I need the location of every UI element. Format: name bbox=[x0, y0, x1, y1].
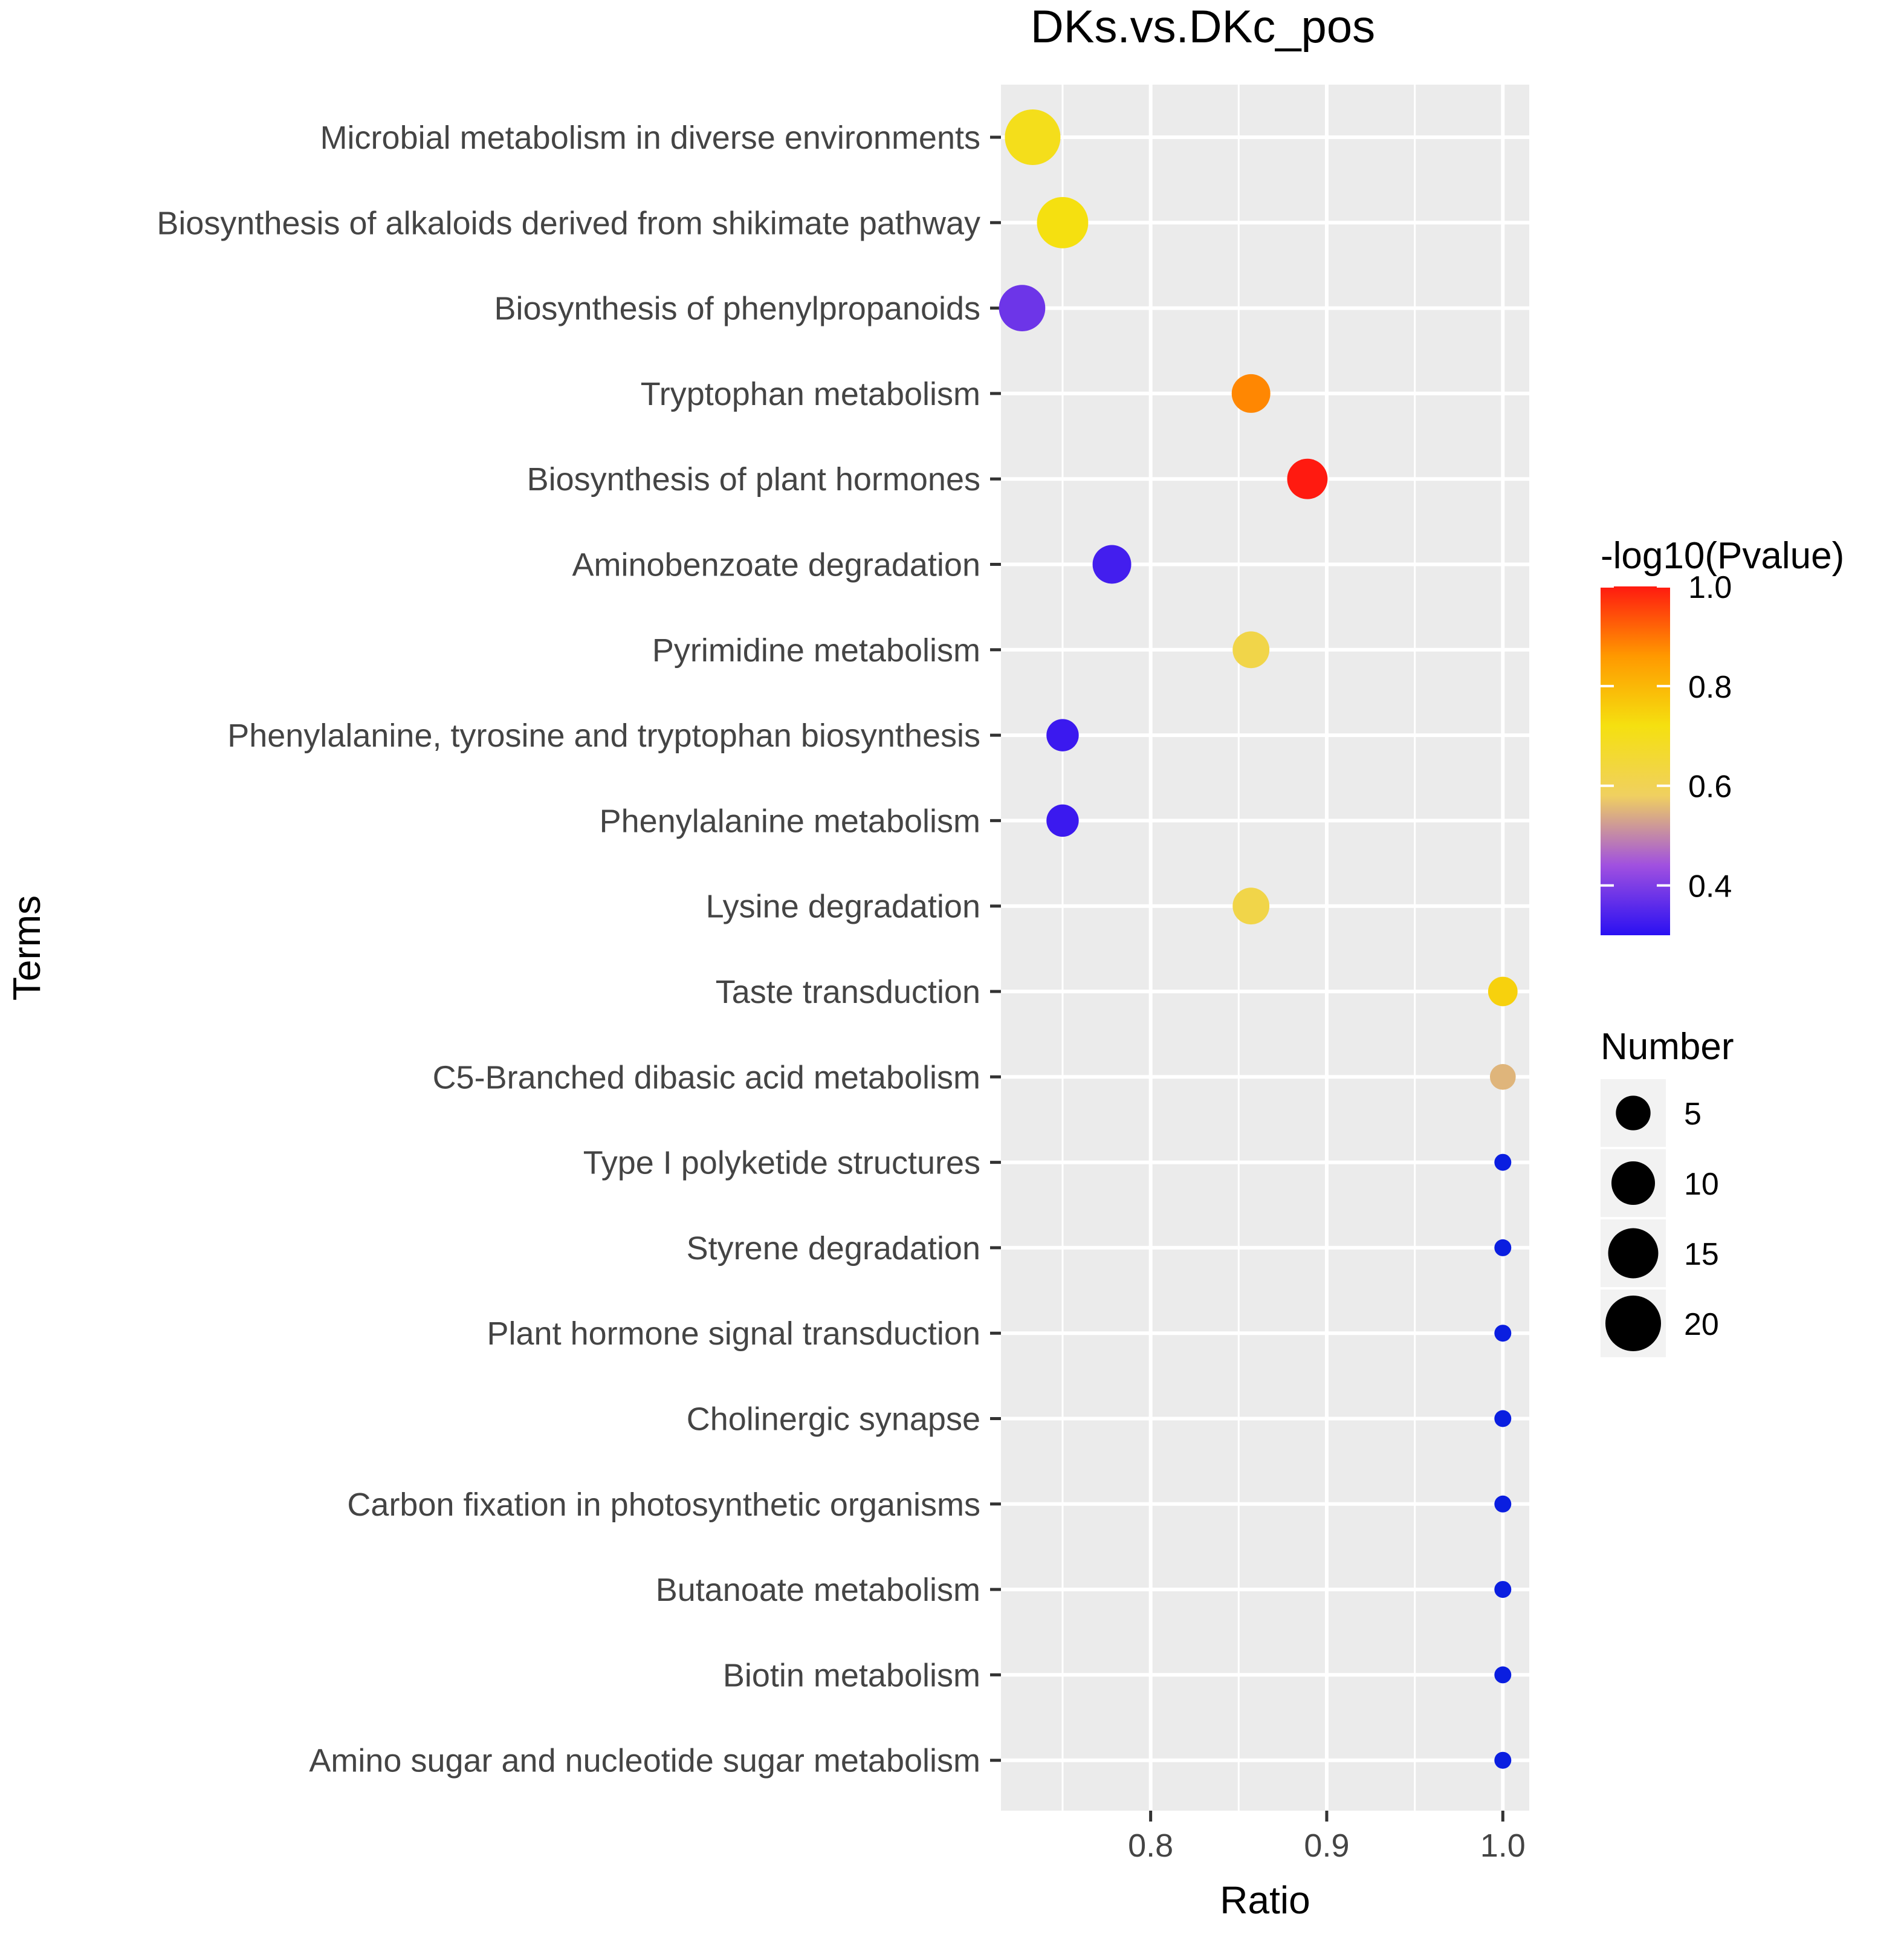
y-tick-label: Butanoate metabolism bbox=[656, 1572, 980, 1608]
grid-minor bbox=[1061, 85, 1416, 1811]
y-tick-label: Plant hormone signal transduction bbox=[487, 1316, 981, 1352]
size-legend-label: 20 bbox=[1684, 1307, 1719, 1342]
y-axis-title: Terms bbox=[5, 895, 48, 1001]
x-axis-ticks bbox=[1149, 1811, 1504, 1822]
data-point bbox=[1046, 804, 1079, 837]
x-tick-label: 0.9 bbox=[1304, 1828, 1349, 1864]
data-point bbox=[1494, 1325, 1512, 1342]
y-tick-label: Tryptophan metabolism bbox=[641, 376, 980, 412]
x-axis-labels: 0.8 0.9 1.0 bbox=[1128, 1828, 1526, 1864]
color-legend-bar bbox=[1601, 586, 1670, 935]
y-tick-label: Microbial metabolism in diverse environm… bbox=[320, 120, 980, 156]
y-tick-label: Phenylalanine, tyrosine and tryptophan b… bbox=[227, 718, 980, 754]
color-legend-title: -log10(Pvalue) bbox=[1601, 535, 1844, 577]
y-tick-label: Lysine degradation bbox=[706, 889, 980, 925]
y-tick-label: Carbon fixation in photosynthetic organi… bbox=[347, 1487, 980, 1523]
size-legend-key bbox=[1608, 1228, 1659, 1279]
data-point bbox=[1232, 887, 1270, 925]
y-tick-label: Biotin metabolism bbox=[723, 1657, 980, 1693]
color-legend-tick-label: 0.6 bbox=[1688, 770, 1732, 805]
data-point bbox=[1232, 631, 1270, 669]
size-legend-label: 5 bbox=[1684, 1097, 1702, 1132]
color-legend-tick-label: 0.4 bbox=[1688, 869, 1732, 904]
x-tick-label: 0.8 bbox=[1128, 1828, 1173, 1864]
data-point bbox=[1005, 109, 1061, 165]
y-tick-label: Pyrimidine metabolism bbox=[652, 632, 980, 669]
color-legend-ticks: 0.4 0.6 0.8 1.0 bbox=[1601, 570, 1732, 904]
y-tick-label: Cholinergic synapse bbox=[687, 1401, 980, 1438]
data-point bbox=[1488, 976, 1518, 1007]
size-legend-key bbox=[1616, 1095, 1651, 1131]
data-point bbox=[1494, 1410, 1512, 1427]
y-tick-label: Aminobenzoate degradation bbox=[572, 547, 980, 583]
size-legend-title: Number bbox=[1601, 1026, 1734, 1068]
data-point bbox=[1092, 545, 1132, 584]
data-point bbox=[1494, 1239, 1512, 1256]
data-point bbox=[1037, 196, 1089, 248]
color-legend-tick-label: 0.8 bbox=[1688, 670, 1732, 705]
size-legend-key bbox=[1605, 1296, 1661, 1351]
y-tick-label: Type I polyketide structures bbox=[583, 1145, 980, 1181]
data-point bbox=[1494, 1666, 1512, 1684]
color-legend-tick-label: 1.0 bbox=[1688, 570, 1732, 605]
x-tick-label: 1.0 bbox=[1480, 1828, 1526, 1864]
data-point bbox=[999, 285, 1046, 331]
data-point bbox=[1494, 1581, 1512, 1598]
y-tick-label: Biosynthesis of plant hormones bbox=[527, 461, 980, 498]
y-tick-label: C5-Branched dibasic acid metabolism bbox=[433, 1059, 980, 1095]
size-legend-keys: 5 10 15 20 bbox=[1601, 1079, 1719, 1357]
data-point bbox=[1231, 374, 1271, 413]
data-point bbox=[1494, 1751, 1512, 1769]
data-point bbox=[1046, 719, 1079, 751]
color-legend: -log10(Pvalue) 0.4 0.6 0.8 1.0 bbox=[1601, 535, 1844, 935]
chart-title: DKs.vs.DKc_pos bbox=[1031, 1, 1375, 53]
y-tick-label: Styrene degradation bbox=[687, 1230, 980, 1267]
data-point bbox=[1287, 458, 1328, 499]
data-point bbox=[1494, 1495, 1512, 1513]
y-tick-label: Taste transduction bbox=[716, 974, 980, 1010]
size-legend-label: 15 bbox=[1684, 1237, 1719, 1272]
y-tick-label: Amino sugar and nucleotide sugar metabol… bbox=[309, 1743, 980, 1779]
y-tick-label: Biosynthesis of alkaloids derived from s… bbox=[157, 205, 980, 241]
size-legend: Number 5 10 15 20 bbox=[1601, 1026, 1734, 1357]
y-axis-labels: Microbial metabolism in diverse environm… bbox=[157, 120, 980, 1779]
y-axis-ticks bbox=[990, 135, 1001, 1762]
y-tick-label: Phenylalanine metabolism bbox=[600, 803, 980, 839]
data-point bbox=[1494, 1153, 1512, 1171]
plot-panel bbox=[1001, 85, 1529, 1811]
y-tick-label: Biosynthesis of phenylpropanoids bbox=[494, 291, 980, 327]
size-legend-label: 10 bbox=[1684, 1167, 1719, 1202]
data-point bbox=[1489, 1063, 1516, 1090]
size-legend-key bbox=[1611, 1161, 1656, 1205]
x-axis-title: Ratio bbox=[1220, 1878, 1310, 1922]
data-points bbox=[999, 109, 1518, 1769]
